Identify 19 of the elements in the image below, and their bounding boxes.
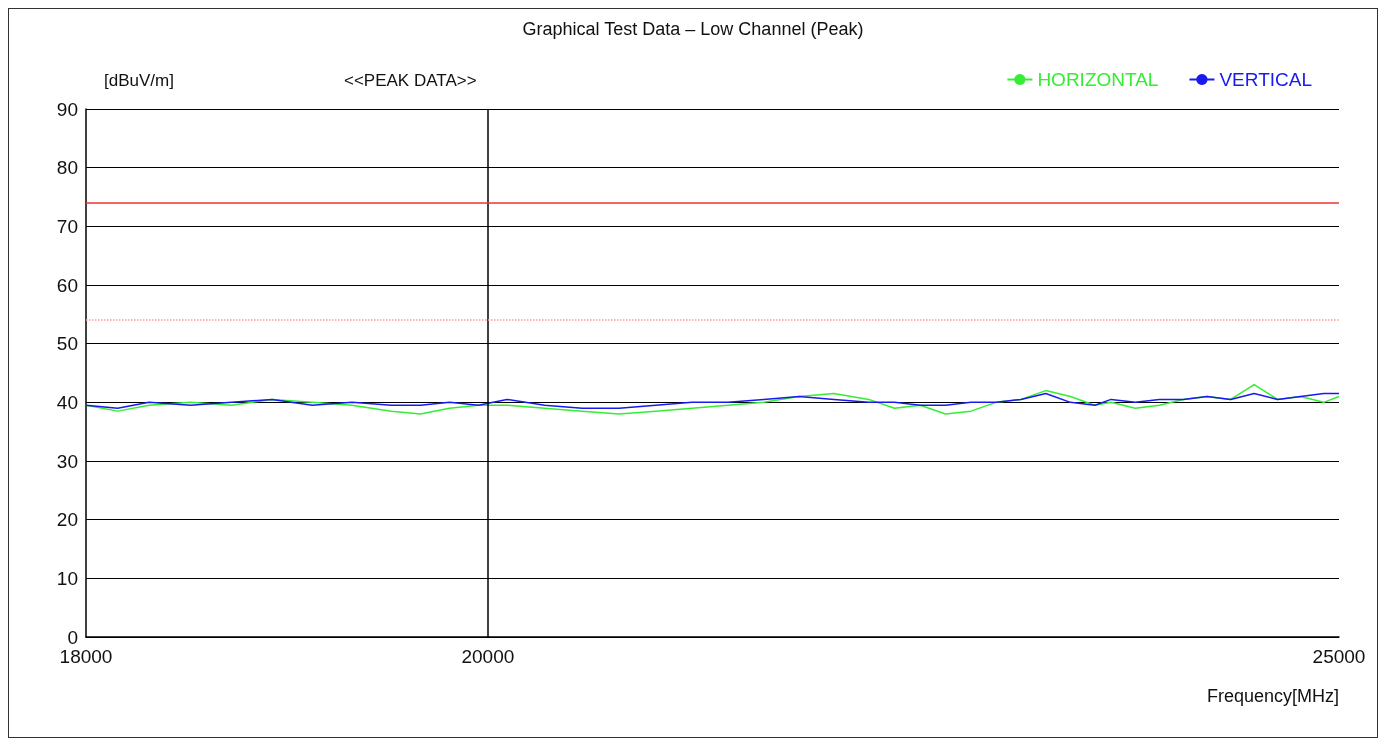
y-tick-label: 60 xyxy=(56,274,78,296)
y-axis-title: [dBuV/m] xyxy=(104,71,174,90)
y-tick-label: 50 xyxy=(56,333,78,355)
chart-title: Graphical Test Data – Low Channel (Peak) xyxy=(522,19,864,39)
x-tick-label: 18000 xyxy=(59,646,113,667)
legend-label: HORIZONTAL xyxy=(1037,69,1159,90)
y-tick-label: 40 xyxy=(56,391,78,413)
legend-label: VERTICAL xyxy=(1219,69,1313,90)
x-tick-label: 20000 xyxy=(461,646,515,667)
y-tick-label: 80 xyxy=(56,157,78,179)
y-tick-label: 70 xyxy=(56,215,78,237)
x-axis-title: Frequency[MHz] xyxy=(1206,686,1339,706)
y-tick-label: 0 xyxy=(67,626,78,648)
y-tick-label: 20 xyxy=(56,509,78,531)
y-tick-label: 10 xyxy=(56,567,78,589)
chart-subtitle: <<PEAK DATA>> xyxy=(344,71,477,90)
y-tick-label: 30 xyxy=(56,450,78,472)
y-tick-label: 90 xyxy=(56,98,78,120)
x-tick-label: 25000 xyxy=(1312,646,1366,667)
